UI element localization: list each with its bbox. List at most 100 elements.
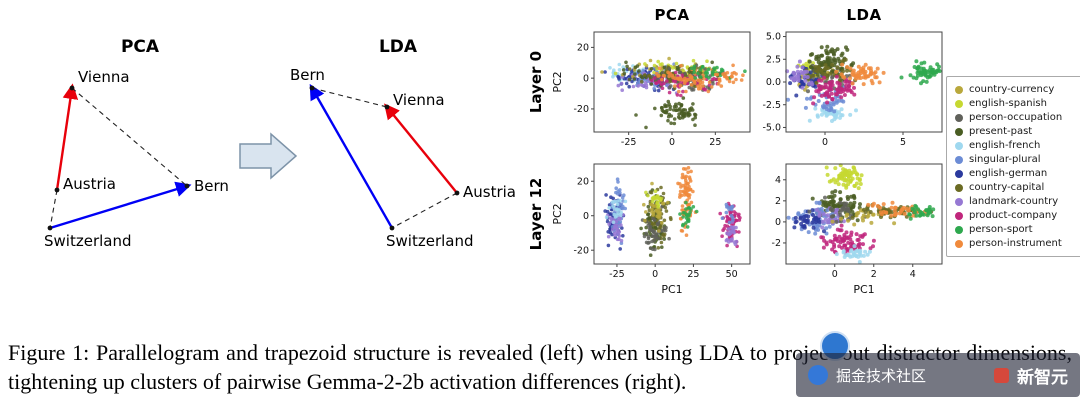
x-tick-label: 0 <box>832 269 838 280</box>
legend-label: present-past <box>969 126 1033 137</box>
legend-color-dot-icon <box>955 141 963 150</box>
legend-item-singular-plural: singular-plural <box>955 154 1080 165</box>
legend-label: english-spanish <box>969 98 1047 109</box>
x-tick-label: 4 <box>910 269 916 280</box>
scatter-blob-person-instrument <box>834 62 886 87</box>
legend-color-dot-icon <box>955 197 963 206</box>
legend-color-dot-icon <box>955 183 963 192</box>
legend-color-dot-icon <box>955 113 963 122</box>
scatter-col-title-lda: LDA <box>846 6 882 24</box>
legend-label: product-company <box>969 210 1058 221</box>
legend-color-dot-icon <box>955 99 963 108</box>
y-tick-label: -20 <box>573 104 589 115</box>
x-tick-label: -25 <box>621 137 637 148</box>
y-tick-label: 2 <box>775 196 781 207</box>
blue-arrow-switzerland-bern <box>49 181 192 230</box>
node-dot-austria <box>454 190 460 196</box>
scatter-blob-present-past <box>634 96 698 130</box>
y-tick-label: 0.0 <box>766 77 781 88</box>
legend: country-currency english-spanish person-oc… <box>946 76 1080 257</box>
legend-label: english-french <box>969 140 1041 151</box>
legend-label: singular-plural <box>969 154 1041 165</box>
scatter-points-layer0-pca <box>600 56 747 130</box>
y-tick-label: -2.5 <box>762 100 781 111</box>
node-label-vienna: Vienna <box>393 91 445 109</box>
blue-arrow-switzerland-bern <box>309 83 394 229</box>
scatter-col-title-pca: PCA <box>654 6 690 24</box>
y-axis-label: PC2 <box>551 203 564 224</box>
scatter-blob-person-sport <box>678 200 699 229</box>
legend-label: landmark-country <box>969 196 1059 207</box>
watermark: 掘金技术社区 新智元 <box>796 353 1080 397</box>
legend-color-dot-icon <box>955 127 963 136</box>
scatter-plot-layer0-pca: -25 0 25 20 0 -20 PC2 <box>551 31 751 148</box>
y-tick-label: -5.0 <box>762 123 781 134</box>
watermark-community-icon <box>808 365 828 385</box>
y-tick-label: 0 <box>775 217 781 228</box>
diagram-title-pca: PCA <box>121 37 160 57</box>
scatter-blob-english-spanish <box>644 189 664 209</box>
scatter-blob-person-instrument <box>713 63 745 85</box>
scatter-blob-landmark-country <box>785 59 815 90</box>
y-tick-label: 0 <box>583 73 589 84</box>
legend-item-present-past: present-past <box>955 126 1080 137</box>
node-label-switzerland: Switzerland <box>386 232 474 250</box>
dashed-edge-austria-switzerland <box>391 192 458 229</box>
legend-item-country-currency: country-currency <box>955 84 1080 95</box>
node-dot-switzerland <box>389 225 395 231</box>
y-tick-label: 4 <box>775 175 781 186</box>
red-arrow-austria-vienna <box>384 103 458 194</box>
x-tick-label: 2 <box>871 269 877 280</box>
y-tick-label: 5.0 <box>766 32 781 43</box>
legend-item-country-capital: country-capital <box>955 182 1080 193</box>
plot-frame <box>593 163 751 265</box>
legend-item-english-spanish: english-spanish <box>955 98 1080 109</box>
scatter-blob-singular-plural <box>720 202 735 225</box>
watermark-brand-text: 新智元 <box>1017 367 1068 388</box>
watermark-community-text: 掘金技术社区 <box>836 366 927 385</box>
scatter-plot-layer0-lda: 0 5 5.0 2.5 0.0 -2.5 -5.0 <box>762 31 943 148</box>
legend-label: english-german <box>969 168 1048 179</box>
legend-label: person-occupation <box>969 112 1063 123</box>
x-tick-label: 25 <box>709 137 721 148</box>
x-axis-label: PC1 <box>661 283 682 296</box>
scatter-blob-english-french <box>604 198 628 224</box>
node-dot-bern <box>309 85 315 91</box>
legend-item-person-occupation: person-occupation <box>955 112 1080 123</box>
legend-item-landmark-country: landmark-country <box>955 196 1080 207</box>
scatter-blob-english-french <box>834 244 872 264</box>
y-tick-label: -20 <box>573 245 589 256</box>
scatter-blob-product-company <box>811 74 857 106</box>
x-tick-label: 50 <box>726 269 738 280</box>
watermark-brand-icon <box>994 367 1009 383</box>
scatter-blob-person-sport <box>689 64 747 80</box>
vector-diagrams: PCA Vienna Austria Bern Switzerland LDA Bern Vi… <box>44 37 516 250</box>
x-tick-label: 5 <box>900 137 906 148</box>
y-tick-label: 0 <box>583 211 589 222</box>
node-label-austria: Austria <box>463 183 516 201</box>
diagram-title-lda: LDA <box>379 37 418 57</box>
dashed-edge-austria-switzerland <box>49 189 58 229</box>
transform-block-arrow-icon <box>239 132 298 180</box>
legend-color-dot-icon <box>955 211 963 220</box>
node-label-austria: Austria <box>63 175 116 193</box>
scatter-points-layer12-lda <box>786 163 936 264</box>
legend-color-dot-icon <box>955 239 963 248</box>
scatter-blob-landmark-country <box>724 220 739 247</box>
node-label-vienna: Vienna <box>78 68 130 86</box>
scatter-row-label-layer0: Layer 0 <box>527 50 545 114</box>
scatter-blob-english-german <box>792 208 826 234</box>
node-label-bern: Bern <box>194 177 229 195</box>
figure-caption: Figure 1: Parallelogram and trapezoid st… <box>8 340 1072 394</box>
legend-item-person-sport: person-sport <box>955 224 1080 235</box>
scatter-blob-person-sport <box>899 59 942 86</box>
scatter-plot-layer12-pca: -25 0 25 50 20 0 -20 PC1 PC2 <box>551 163 751 296</box>
x-tick-label: 0 <box>669 137 675 148</box>
x-tick-label: 0 <box>652 269 658 280</box>
y-tick-label: 20 <box>577 43 589 54</box>
legend-color-dot-icon <box>955 225 963 234</box>
legend-label: person-instrument <box>969 238 1062 249</box>
x-tick-label: 0 <box>822 137 828 148</box>
vector-diagram-pca: PCA Vienna Austria Bern Switzerland <box>44 37 229 250</box>
